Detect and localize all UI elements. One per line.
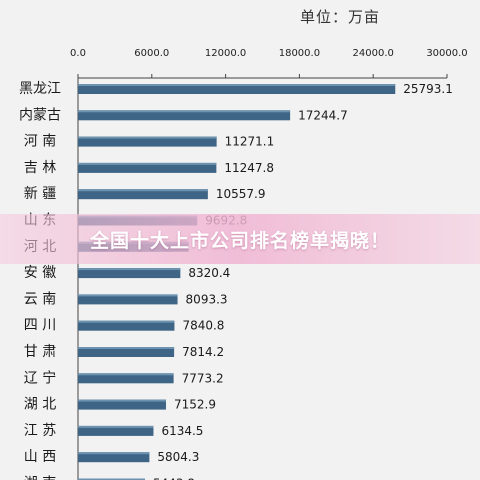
bar-highlight bbox=[78, 320, 175, 323]
x-tick-label: 18000.0 bbox=[279, 48, 320, 59]
x-tick-label: 12000.0 bbox=[205, 48, 246, 59]
category-label: 河 南 bbox=[24, 134, 56, 150]
value-label: 10557.9 bbox=[216, 187, 266, 201]
bar-highlight bbox=[78, 452, 150, 455]
bar bbox=[78, 268, 181, 279]
value-label: 17244.7 bbox=[298, 108, 348, 122]
category-label: 黑龙江 bbox=[19, 81, 61, 97]
bar-highlight bbox=[78, 425, 154, 428]
category-label: 吉 林 bbox=[24, 160, 56, 176]
banner: 全国十大上市公司排名榜单揭晓！ bbox=[0, 214, 480, 264]
bar bbox=[78, 84, 396, 94]
bar-highlight bbox=[78, 478, 145, 480]
value-label: 7152.9 bbox=[174, 398, 216, 412]
bar-highlight bbox=[78, 399, 166, 402]
value-label: 25793.1 bbox=[403, 82, 453, 96]
bar-highlight bbox=[78, 162, 217, 165]
category-label: 甘 肃 bbox=[24, 344, 56, 360]
bar bbox=[78, 162, 217, 173]
value-label: 7840.8 bbox=[182, 319, 224, 333]
value-label: 5443.8 bbox=[153, 477, 195, 480]
x-tick-label: 24000.0 bbox=[353, 48, 394, 59]
bar bbox=[78, 110, 291, 121]
value-label: 5804.3 bbox=[157, 450, 199, 464]
value-label: 7773.2 bbox=[182, 371, 224, 385]
value-label: 11271.1 bbox=[225, 135, 275, 149]
bar-highlight bbox=[78, 373, 174, 376]
bar bbox=[78, 373, 174, 384]
bar bbox=[78, 425, 154, 436]
unit-label: 单位：万亩 bbox=[300, 8, 381, 26]
bar-highlight bbox=[78, 189, 208, 192]
bar bbox=[78, 452, 150, 463]
bar-highlight bbox=[78, 136, 217, 139]
x-tick-label: 6000.0 bbox=[134, 48, 169, 59]
value-label: 8093.3 bbox=[186, 292, 228, 306]
category-label: 辽 宁 bbox=[24, 369, 56, 386]
value-label: 11247.8 bbox=[224, 161, 274, 175]
category-label: 新 疆 bbox=[24, 186, 56, 202]
category-label: 安 徽 bbox=[24, 265, 56, 281]
category-label: 内蒙古 bbox=[19, 107, 61, 123]
bar bbox=[78, 136, 217, 147]
value-label: 8320.4 bbox=[188, 266, 230, 280]
bar bbox=[78, 320, 175, 331]
x-tick-label: 0.0 bbox=[70, 48, 86, 59]
bar-highlight bbox=[78, 347, 175, 349]
x-tick-label: 30000.0 bbox=[426, 48, 467, 59]
value-label: 6134.5 bbox=[161, 424, 203, 438]
bar bbox=[78, 294, 178, 305]
bar bbox=[78, 189, 208, 200]
category-label: 湖 南 bbox=[24, 476, 56, 480]
value-label: 7814.2 bbox=[182, 345, 224, 359]
category-label: 湖 北 bbox=[24, 397, 56, 413]
bar-highlight bbox=[78, 294, 178, 297]
category-label: 云 南 bbox=[24, 291, 56, 307]
banner-text: 全国十大上市公司排名榜单揭晓！ bbox=[89, 229, 390, 252]
bar-highlight bbox=[78, 84, 396, 86]
bar-highlight bbox=[78, 110, 291, 113]
category-label: 四 川 bbox=[24, 318, 56, 334]
category-label: 山 西 bbox=[24, 449, 56, 465]
bar-highlight bbox=[78, 268, 181, 271]
bar bbox=[78, 399, 166, 410]
bar bbox=[78, 347, 175, 357]
category-label: 江 苏 bbox=[24, 423, 56, 439]
